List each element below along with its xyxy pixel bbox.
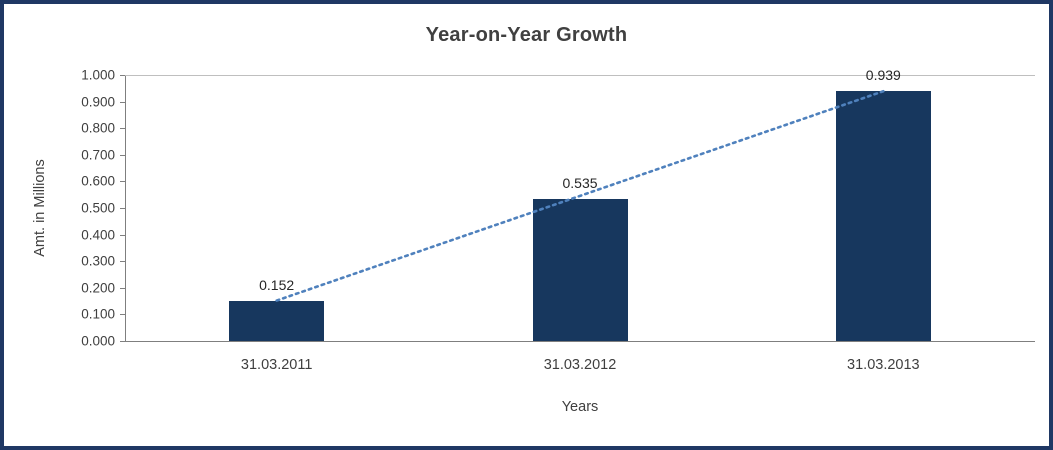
- y-tick-mark: [120, 287, 125, 289]
- y-tick-mark: [120, 128, 125, 130]
- y-tick-label: 0.400: [81, 227, 115, 243]
- y-tick-mark: [120, 181, 125, 183]
- y-tick-label: 0.600: [81, 173, 115, 189]
- y-axis-title: Amt. in Millions: [32, 159, 48, 257]
- bar: [835, 91, 931, 341]
- bar-data-label: 0.939: [865, 67, 901, 84]
- y-tick-mark: [120, 75, 125, 76]
- bar-data-label: 0.152: [259, 276, 295, 293]
- plot-top-border: [125, 75, 1035, 76]
- x-category-label: 31.03.2013: [847, 357, 920, 373]
- y-tick-mark: [120, 341, 125, 342]
- y-tick-mark: [120, 234, 125, 236]
- y-tick-label: 0.100: [81, 306, 115, 322]
- bar-data-label: 0.535: [562, 174, 598, 191]
- y-tick-label: 1.000: [81, 67, 115, 83]
- y-tick-label: 0.200: [81, 280, 115, 296]
- bar: [532, 198, 628, 341]
- y-tick-mark: [120, 101, 125, 103]
- y-tick-mark: [120, 261, 125, 263]
- y-tick-label: 0.800: [81, 120, 115, 136]
- y-tick-label: 0.500: [81, 200, 115, 216]
- y-tick-label: 0.700: [81, 147, 115, 163]
- x-category-label: 31.03.2011: [240, 357, 313, 373]
- y-tick-mark: [120, 154, 125, 156]
- y-axis-line: [125, 75, 126, 341]
- x-axis-title: Years: [561, 399, 599, 415]
- y-tick-mark: [120, 208, 125, 209]
- y-tick-mark: [120, 314, 125, 316]
- y-tick-label: 0.000: [81, 333, 115, 349]
- x-category-label: 31.03.2012: [543, 357, 617, 373]
- x-axis-line: [125, 341, 1035, 342]
- y-tick-label: 0.300: [81, 253, 115, 269]
- chart-title: Year-on-Year Growth: [425, 24, 628, 46]
- bar: [229, 300, 325, 341]
- y-tick-label: 0.900: [81, 94, 115, 110]
